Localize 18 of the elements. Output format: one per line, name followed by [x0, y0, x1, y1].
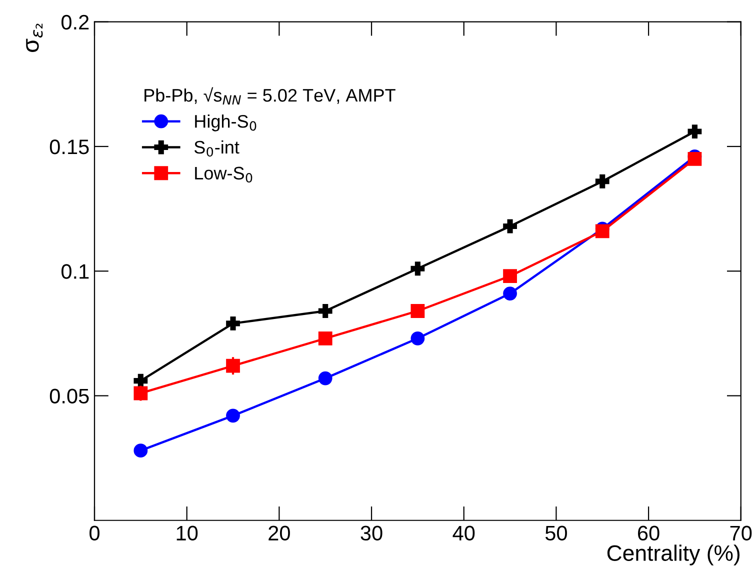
- legend-label: Low-S$_{0}$: [195, 166, 252, 183]
- x-tick-label: 10: [176, 526, 198, 541]
- legend-label: High-S$_{0}$: [195, 114, 256, 132]
- x-tick-label: 30: [360, 526, 382, 541]
- y-tick-label: 0.15: [50, 139, 89, 154]
- legend-label: S$_{0}$-int: [194, 140, 240, 157]
- x-tick-label: 0: [90, 526, 100, 541]
- x-tick-label: 40: [452, 526, 475, 541]
- legend-title: Pb-Pb, √s$_{NN}$ = 5.02 TeV, AMPT: [144, 87, 396, 105]
- x-tick-label: 50: [545, 526, 567, 541]
- x-tick-label: 60: [638, 526, 660, 541]
- x-tick-label: 20: [268, 526, 290, 541]
- y-tick-label: 0.2: [61, 14, 89, 30]
- y-tick-label: 0.1: [61, 264, 89, 279]
- y-axis-title: σ$_{ε₂}$: [26, 24, 43, 52]
- x-tick-label: 70: [730, 526, 752, 541]
- y-tick-label: 0.05: [50, 388, 89, 404]
- x-axis-title: Centrality (%): [607, 544, 740, 566]
